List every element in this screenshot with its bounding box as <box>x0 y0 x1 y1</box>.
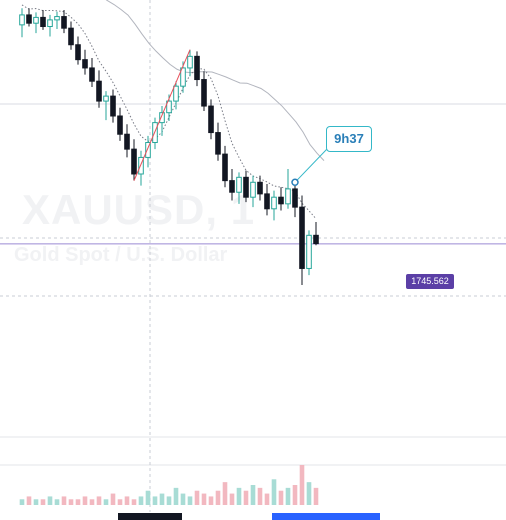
candle-body <box>75 44 81 61</box>
candle-body <box>250 181 256 198</box>
candle-body <box>138 156 144 175</box>
volume-bar <box>68 499 74 505</box>
volume-bar <box>222 482 228 505</box>
volume-bar <box>313 487 319 505</box>
candle-body <box>208 105 214 134</box>
volume-bar <box>187 496 193 505</box>
volume-bar <box>110 493 116 505</box>
candle-body <box>117 115 123 135</box>
volume-bar <box>250 485 256 505</box>
volume-bar <box>19 499 25 505</box>
candle-body <box>173 85 179 102</box>
volume-bar <box>180 493 186 505</box>
candle-body <box>19 14 25 26</box>
candle-body <box>236 176 242 193</box>
candle-body <box>257 181 263 195</box>
volume-bar <box>278 490 284 505</box>
candle-body <box>124 133 130 150</box>
candle-body <box>54 16 60 21</box>
volume-bar <box>103 499 109 505</box>
volume-bar <box>26 496 32 505</box>
candle-body <box>215 132 221 155</box>
candle-body <box>292 188 298 208</box>
volume-bar <box>292 485 298 505</box>
volume-bar <box>47 496 53 505</box>
volume-bar <box>229 493 235 505</box>
volume-bar <box>152 496 158 505</box>
candle-body <box>89 67 95 82</box>
volume-bar <box>201 493 207 505</box>
current-price-label: 1745.562 <box>406 274 454 289</box>
note-annotation[interactable]: 9h37 <box>326 126 372 152</box>
candle-body <box>264 193 270 210</box>
volume-bar <box>131 499 137 505</box>
volume-bar <box>124 496 130 505</box>
candle-body <box>187 55 193 69</box>
volume-bar <box>194 490 200 505</box>
note-anchor-point <box>291 178 299 187</box>
candle-body <box>82 59 88 69</box>
candle-body <box>299 206 305 269</box>
candle-body <box>194 55 200 81</box>
candle-body <box>180 67 186 87</box>
volume-bar <box>89 499 95 505</box>
volume-bar <box>54 499 60 505</box>
volume-bar <box>236 487 242 505</box>
volume-bar <box>96 496 102 505</box>
candle-body <box>103 95 109 102</box>
candle-body <box>26 14 32 24</box>
candle-body <box>229 180 235 193</box>
volume-bar <box>208 496 214 505</box>
volume-bar <box>215 490 221 505</box>
volume-bar <box>145 490 151 505</box>
volume-bar <box>285 487 291 505</box>
volume-bar <box>33 499 39 505</box>
volume-bar <box>299 465 305 505</box>
volume-bar <box>257 487 263 505</box>
volume-bar <box>173 487 179 505</box>
note-connector <box>294 148 328 183</box>
volume-bar <box>138 496 144 505</box>
volume-bar <box>306 482 312 505</box>
candle-body <box>61 16 67 29</box>
volume-bar <box>159 493 165 505</box>
volume-bar <box>243 490 249 505</box>
description-watermark: Gold Spot / U.S. Dollar <box>14 244 228 266</box>
candle-body <box>47 19 53 28</box>
trend-line <box>133 49 191 181</box>
candle-body <box>222 153 228 182</box>
candle-body <box>33 16 39 24</box>
volume-bar <box>75 499 81 505</box>
candle-body <box>306 234 312 269</box>
candle-body <box>271 196 277 210</box>
candle-body <box>201 79 207 107</box>
candle-body <box>96 80 102 102</box>
candle-body <box>159 112 165 124</box>
volume-bar <box>40 499 46 505</box>
volume-bar <box>166 496 172 505</box>
volume-bar <box>271 479 277 505</box>
volume-bar <box>117 499 123 505</box>
candle-body <box>110 95 116 117</box>
candle-body <box>166 100 172 114</box>
moving-average-line <box>105 0 325 161</box>
volume-bar <box>82 496 88 505</box>
candle-body <box>131 148 137 175</box>
volume-bar <box>264 493 270 505</box>
candle-body <box>40 16 46 28</box>
candle-body <box>68 27 74 46</box>
candle-body <box>313 234 319 245</box>
candle-body <box>278 196 284 205</box>
time-axis-selection-range <box>272 513 380 520</box>
candle-body <box>145 142 151 158</box>
symbol-watermark: XAUUSD, 1 <box>22 186 256 233</box>
time-axis-crosshair-label <box>118 513 182 520</box>
candle-body <box>243 176 249 198</box>
volume-bar <box>61 496 67 505</box>
candle-body <box>285 188 291 205</box>
